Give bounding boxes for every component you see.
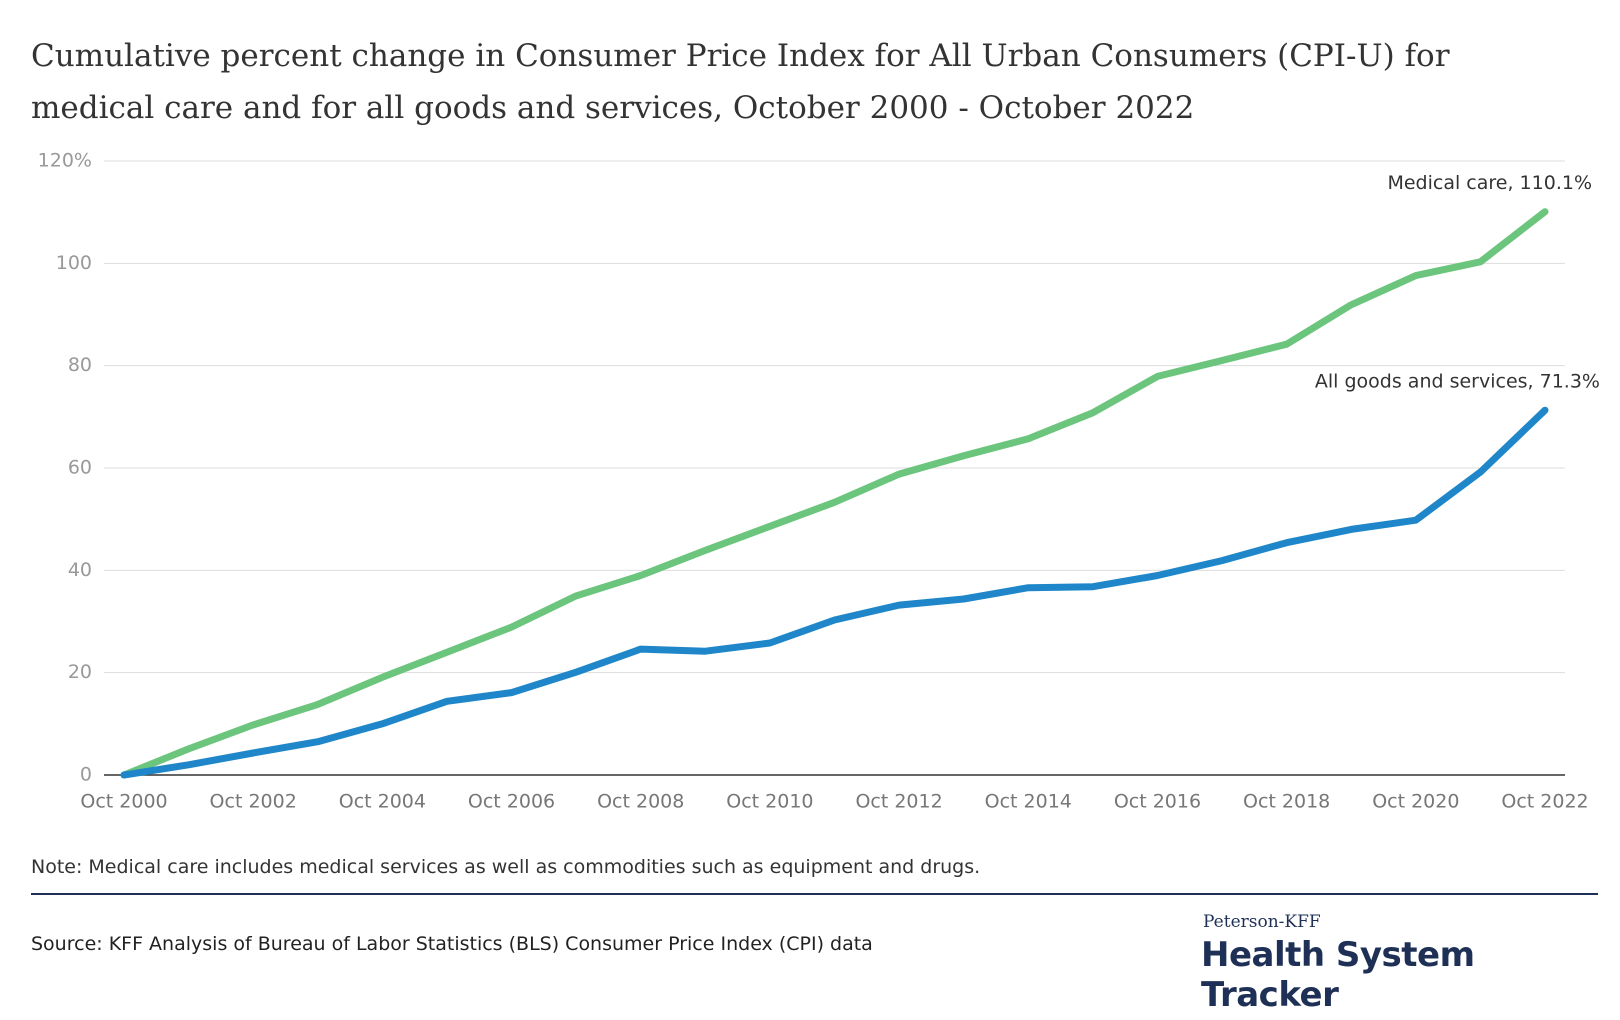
y-tick-label: 20	[68, 661, 92, 683]
y-tick-label: 40	[68, 559, 92, 581]
y-tick-label: 80	[68, 354, 92, 376]
source: Source: KFF Analysis of Bureau of Labor …	[31, 933, 873, 955]
x-tick-label: Oct 2000	[80, 791, 167, 813]
x-tick-label: Oct 2012	[855, 791, 942, 813]
divider	[31, 893, 1598, 895]
note: Note: Medical care includes medical serv…	[31, 856, 981, 878]
annotation: All goods and services, 71.3%	[1315, 371, 1600, 393]
y-tick-label: 120%	[38, 150, 92, 172]
x-tick-label: Oct 2004	[339, 791, 426, 813]
x-tick-label: Oct 2002	[210, 791, 297, 813]
x-tick-label: Oct 2018	[1243, 791, 1330, 813]
series-line	[120, 208, 1549, 779]
x-tick-label: Oct 2016	[1114, 791, 1201, 813]
annotation: Medical care, 110.1%	[1387, 172, 1592, 194]
logo-main: Health System Tracker	[1201, 935, 1475, 1015]
x-tick-label: Oct 2020	[1372, 791, 1459, 813]
series-line	[120, 406, 1549, 779]
x-tick-label: Oct 2008	[597, 791, 684, 813]
y-tick-label: 60	[68, 457, 92, 479]
x-tick-label: Oct 2022	[1501, 791, 1588, 813]
x-tick-label: Oct 2010	[726, 791, 813, 813]
y-tick-label: 0	[80, 764, 92, 786]
x-tick-label: Oct 2014	[985, 791, 1072, 813]
y-tick-label: 100	[56, 252, 92, 274]
x-tick-label: Oct 2006	[468, 791, 555, 813]
logo-top: Peterson-KFF	[1203, 912, 1321, 932]
chart-title: Cumulative percent change in Consumer Pr…	[31, 38, 1450, 126]
